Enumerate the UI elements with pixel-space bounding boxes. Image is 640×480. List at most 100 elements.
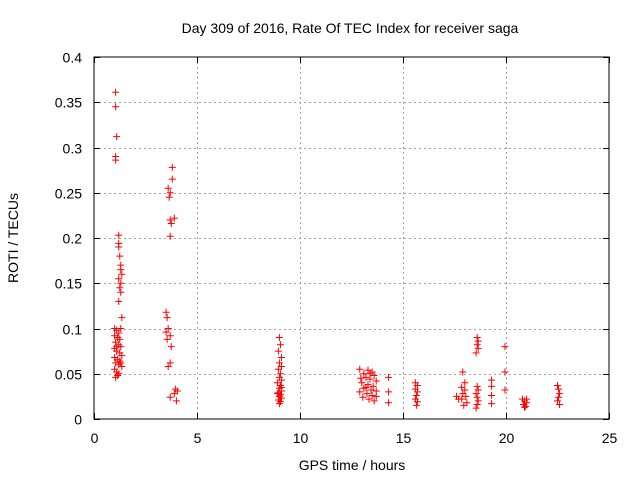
x-tick-label: 25 xyxy=(602,430,618,446)
data-point xyxy=(556,390,564,398)
data-point xyxy=(473,382,481,390)
data-point xyxy=(488,391,496,399)
x-tick-label: 15 xyxy=(396,430,412,446)
y-tick-label: 0.05 xyxy=(55,367,82,383)
data-point xyxy=(163,314,171,322)
data-point xyxy=(522,402,530,410)
x-tick-label: 20 xyxy=(499,430,515,446)
data-point xyxy=(117,359,125,367)
data-point xyxy=(115,370,123,378)
data-point xyxy=(488,382,496,390)
data-point xyxy=(356,388,364,396)
data-point xyxy=(461,379,469,387)
data-point xyxy=(114,372,122,380)
data-point xyxy=(277,353,285,361)
data-point xyxy=(461,386,469,394)
data-point xyxy=(413,398,421,406)
data-point xyxy=(118,352,126,360)
data-point xyxy=(277,376,285,384)
data-point xyxy=(162,328,170,336)
data-point xyxy=(473,401,481,409)
data-point xyxy=(111,332,119,340)
y-tick-label: 0.1 xyxy=(63,322,83,338)
data-point xyxy=(166,232,174,240)
y-tick-label: 0.35 xyxy=(55,95,82,111)
y-tick-labels: 0 0.05 0.1 0.15 0.2 0.25 0.3 0.35 0.4 xyxy=(55,50,82,428)
y-tick-label: 0.25 xyxy=(55,186,82,202)
data-point xyxy=(472,390,480,398)
data-point xyxy=(357,374,365,382)
data-point xyxy=(166,189,174,197)
data-point xyxy=(112,103,120,111)
data-point xyxy=(118,270,126,278)
data-point xyxy=(370,397,378,405)
data-point xyxy=(167,220,175,228)
data-point xyxy=(275,400,283,408)
x-tick-label: 10 xyxy=(293,430,309,446)
data-point xyxy=(365,395,373,403)
data-point xyxy=(358,379,366,387)
x-tick-label: 0 xyxy=(91,430,99,446)
data-point xyxy=(116,357,124,365)
data-point xyxy=(276,391,284,399)
data-point xyxy=(362,373,370,381)
data-point xyxy=(113,343,121,351)
data-point xyxy=(369,382,377,390)
data-point xyxy=(521,403,529,411)
data-point xyxy=(117,288,125,296)
data-point xyxy=(115,275,123,283)
data-point xyxy=(385,388,393,396)
data-point xyxy=(554,382,561,390)
data-point xyxy=(276,398,284,406)
data-point xyxy=(112,156,120,164)
data-point xyxy=(474,344,482,352)
data-point xyxy=(488,400,496,408)
data-point xyxy=(556,401,564,409)
data-point xyxy=(170,390,178,398)
data-point xyxy=(163,335,171,343)
data-point xyxy=(385,399,393,407)
tick-layer xyxy=(94,57,610,420)
grid-layer xyxy=(94,57,609,419)
data-point xyxy=(370,372,378,380)
data-point xyxy=(362,383,370,391)
data-point xyxy=(172,397,180,405)
point-layer xyxy=(111,88,564,412)
y-tick-label: 0.2 xyxy=(63,231,83,247)
data-point xyxy=(115,231,123,239)
data-point xyxy=(166,393,174,401)
data-point xyxy=(523,395,531,403)
x-tick-labels: 0 5 10 15 20 25 xyxy=(91,430,618,446)
data-point xyxy=(117,279,125,287)
data-point xyxy=(359,393,367,401)
data-point xyxy=(474,337,482,345)
y-axis-label: ROTI / TECUs xyxy=(5,193,21,283)
data-point xyxy=(460,401,468,409)
data-point xyxy=(473,341,481,349)
data-point xyxy=(367,386,375,394)
data-point xyxy=(118,363,126,371)
data-point xyxy=(111,353,119,361)
data-point xyxy=(168,175,176,183)
data-point xyxy=(166,359,174,367)
y-tick-label: 0.4 xyxy=(63,50,83,66)
data-point xyxy=(385,373,393,381)
data-point xyxy=(488,376,496,384)
plot-frame xyxy=(93,56,610,420)
data-point xyxy=(364,366,372,374)
data-point xyxy=(458,395,466,403)
chart-title: Day 309 of 2016, Rate Of TEC Index for r… xyxy=(182,20,519,36)
data-point xyxy=(501,343,509,351)
data-point xyxy=(501,386,509,394)
data-point xyxy=(276,341,284,349)
data-point xyxy=(459,368,467,376)
data-point xyxy=(554,397,561,405)
data-point xyxy=(168,163,176,171)
data-point xyxy=(360,370,368,378)
data-point xyxy=(474,397,482,405)
data-point xyxy=(170,214,178,222)
data-point xyxy=(413,382,421,390)
data-point xyxy=(412,391,420,399)
data-point xyxy=(473,393,481,401)
